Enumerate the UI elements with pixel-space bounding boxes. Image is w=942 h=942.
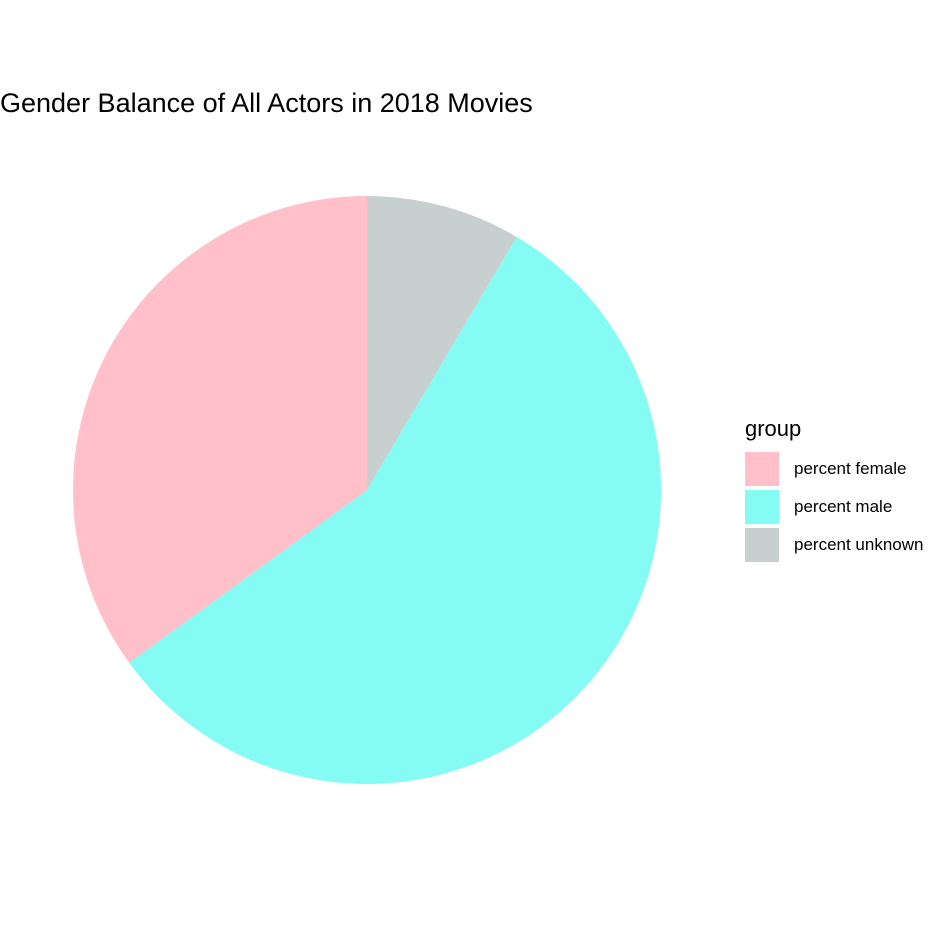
pie-slices <box>73 196 662 785</box>
legend-swatch <box>745 528 779 562</box>
legend-title: group <box>745 416 802 441</box>
legend-swatch <box>745 452 779 486</box>
legend-item: percent female <box>745 450 923 488</box>
legend-items: percent female percent male percent unknow… <box>745 450 923 564</box>
legend-label: percent unknown <box>794 535 924 554</box>
legend: group percent female percent male percent … <box>745 414 923 564</box>
legend-item: percent unknown <box>745 526 923 564</box>
pie-slice-percent-male <box>129 236 662 785</box>
legend-item: percent male <box>745 488 923 526</box>
legend-swatch <box>745 490 779 524</box>
legend-label: percent female <box>794 459 907 478</box>
chart-title: Gender Balance of All Actors in 2018 Mov… <box>0 88 533 118</box>
pie-slice-percent-female <box>73 196 368 663</box>
pie-slice-percent-unknown <box>367 196 517 490</box>
legend-label: percent male <box>794 497 893 516</box>
